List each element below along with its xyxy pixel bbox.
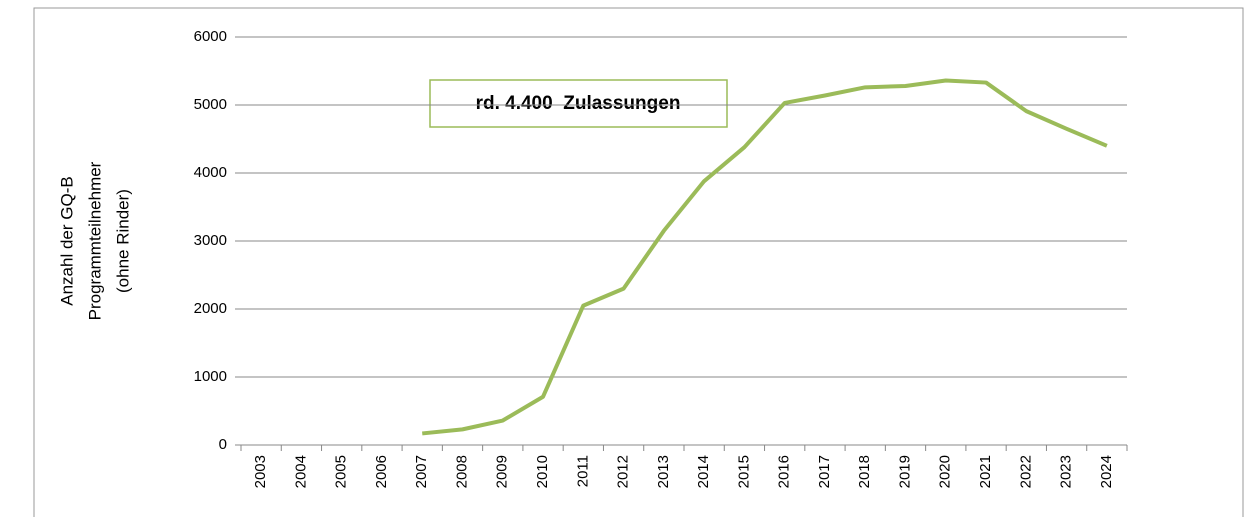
y-axis-label: Programmteilnehmer [85, 161, 104, 320]
x-tick-label: 2004 [292, 455, 309, 488]
y-tick-label: 4000 [194, 164, 227, 181]
x-tick-label: 2011 [574, 455, 591, 487]
x-tick-label: 2012 [615, 455, 632, 488]
x-tick-label: 2008 [453, 455, 470, 488]
x-tick-label: 2024 [1098, 455, 1115, 488]
x-tick-label: 2019 [896, 455, 913, 488]
x-tick-label: 2020 [937, 455, 954, 488]
x-tick-label: 2022 [1017, 455, 1034, 488]
x-tick-label: 2006 [373, 455, 390, 488]
y-tick-label: 5000 [194, 96, 227, 113]
x-tick-label: 2003 [252, 455, 269, 488]
x-tick-label: 2013 [655, 455, 672, 488]
y-tick-label: 3000 [194, 232, 227, 249]
x-tick-label: 2016 [776, 455, 793, 488]
chart-frame [33, 7, 1244, 517]
x-tick-label: 2023 [1058, 455, 1075, 488]
x-tick-label: 2021 [977, 455, 994, 488]
x-tick-label: 2010 [534, 455, 551, 488]
x-tick-label: 2018 [856, 455, 873, 488]
y-tick-label: 2000 [194, 300, 227, 317]
data-line [422, 78, 1108, 436]
x-tick-label: 2015 [735, 455, 752, 488]
x-tick-label: 2007 [413, 455, 430, 488]
x-tick-label: 2005 [333, 455, 350, 488]
y-tick-label: 1000 [194, 368, 227, 385]
y-tick-label: 6000 [194, 28, 227, 45]
x-tick-label: 2017 [816, 455, 833, 488]
y-axis-label: Anzahl der GQ-B [57, 176, 76, 305]
annotation-box [429, 79, 728, 128]
y-axis-label: (ohne Rinder) [113, 189, 132, 293]
y-tick-label: 0 [219, 436, 227, 453]
x-tick-label: 2014 [695, 455, 712, 488]
x-tick-label: 2009 [494, 455, 511, 488]
annotation: rd. 4.400 Zulassungen [476, 93, 681, 114]
